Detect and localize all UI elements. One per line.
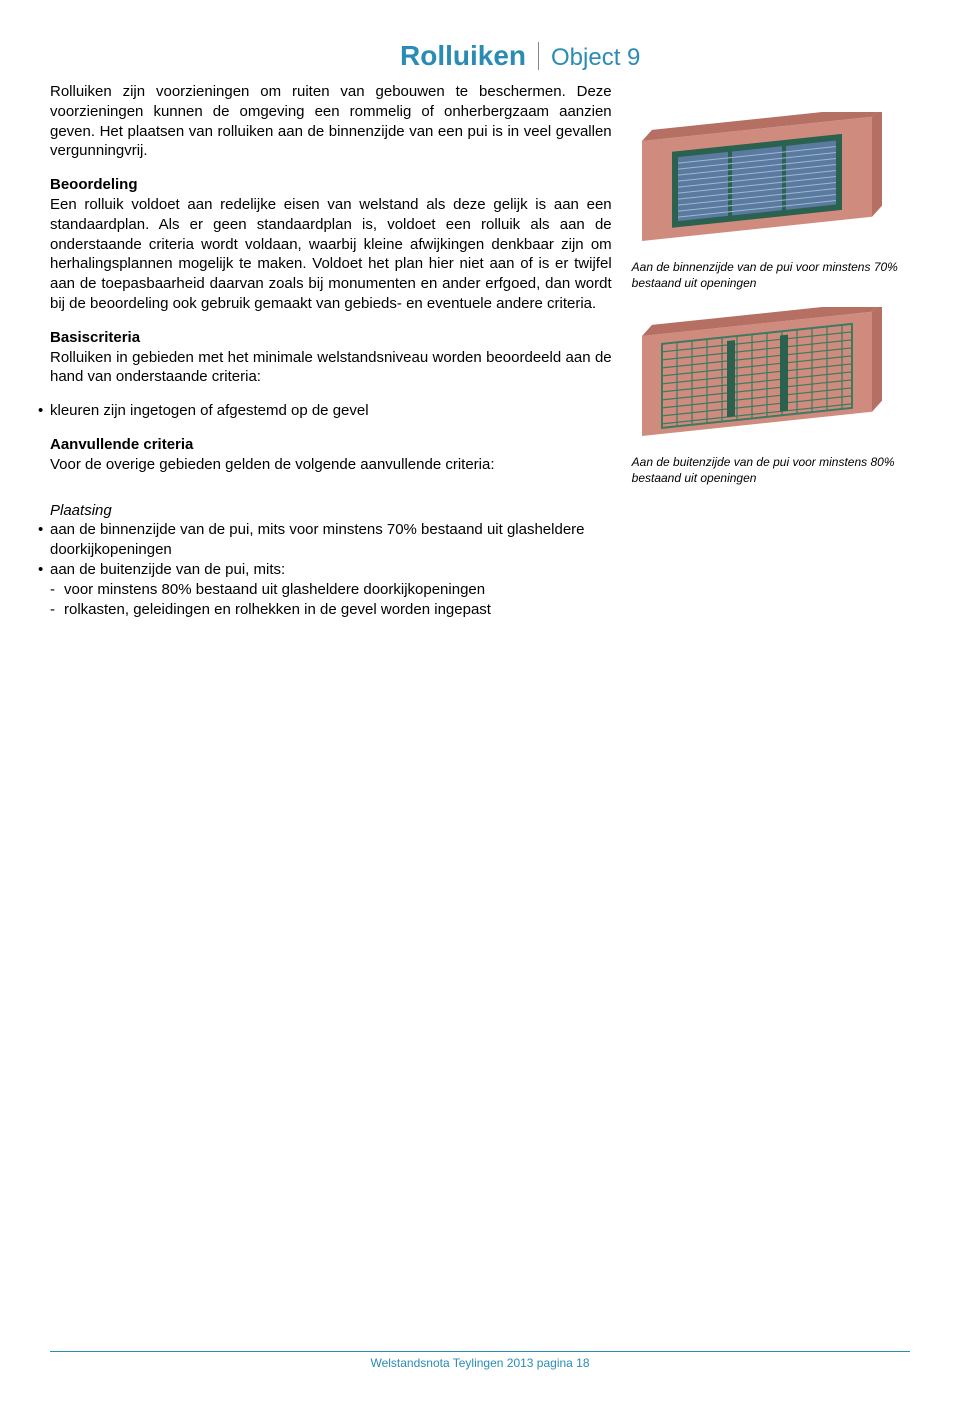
basiscriteria-list: kleuren zijn ingetogen of afgestemd op d…	[50, 401, 612, 421]
aanvullende-section: Aanvullende criteria Voor de overige geb…	[50, 435, 612, 475]
plaatsing-list: aan de binnenzijde van de pui, mits voor…	[50, 520, 612, 619]
spacer	[50, 489, 612, 501]
beoordeling-heading: Beoordeling	[50, 176, 138, 193]
illustration-1	[632, 112, 892, 252]
basiscriteria-section: Basiscriteria Rolluiken in gebieden met …	[50, 328, 612, 387]
spacer	[632, 82, 910, 112]
page-footer: Welstandsnota Teylingen 2013 pagina 18	[50, 1351, 910, 1370]
main-column: Rolluiken zijn voorzieningen om ruiten v…	[50, 82, 612, 633]
intro-paragraph: Rolluiken zijn voorzieningen om ruiten v…	[50, 82, 612, 161]
object-label: Object 9	[551, 44, 640, 72]
facade-icon	[632, 112, 892, 252]
plaatsing-sublist: voor minstens 80% bestaand uit glashelde…	[50, 580, 612, 620]
caption-1: Aan de binnenzijde van de pui voor minst…	[632, 260, 910, 291]
list-item: aan de binnenzijde van de pui, mits voor…	[38, 520, 612, 560]
header-row: Rolluiken Object 9	[50, 40, 910, 72]
aanvullende-text: Voor de overige gebieden gelden de volge…	[50, 456, 495, 473]
list-item-text: aan de buitenzijde van de pui, mits:	[50, 561, 285, 578]
basiscriteria-heading: Basiscriteria	[50, 329, 140, 346]
side-column: Aan de binnenzijde van de pui voor minst…	[632, 82, 910, 633]
list-item: rolkasten, geleidingen en rolhekken in d…	[50, 600, 612, 620]
beoordeling-text: Een rolluik voldoet aan redelijke eisen …	[50, 196, 612, 312]
aanvullende-heading: Aanvullende criteria	[50, 436, 193, 453]
list-item: kleuren zijn ingetogen of afgestemd op d…	[38, 401, 612, 421]
list-item: aan de buitenzijde van de pui, mits: voo…	[38, 560, 612, 619]
basiscriteria-text: Rolluiken in gebieden met het minimale w…	[50, 349, 612, 386]
facade-icon	[632, 307, 892, 447]
page-title: Rolluiken	[400, 40, 526, 72]
title-divider	[538, 42, 539, 70]
caption-2: Aan de buitenzijde van de pui voor minst…	[632, 455, 910, 486]
content-row: Rolluiken zijn voorzieningen om ruiten v…	[50, 82, 910, 633]
beoordeling-section: Beoordeling Een rolluik voldoet aan rede…	[50, 175, 612, 314]
illustration-2	[632, 307, 892, 447]
list-item: voor minstens 80% bestaand uit glashelde…	[50, 580, 612, 600]
plaatsing-heading: Plaatsing	[50, 501, 612, 521]
